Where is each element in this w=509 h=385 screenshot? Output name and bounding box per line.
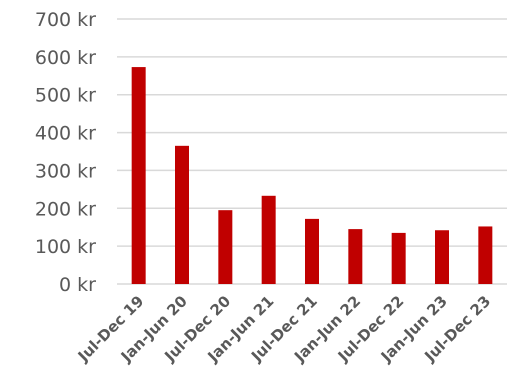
bar <box>261 195 276 284</box>
y-tick-label: 400 kr <box>35 123 96 145</box>
y-tick-label: 700 kr <box>35 9 96 31</box>
y-tick-label: 500 kr <box>35 85 96 107</box>
y-tick-label: 200 kr <box>35 198 96 220</box>
bar <box>391 232 406 284</box>
bar <box>218 210 233 284</box>
bar <box>478 226 493 284</box>
bar <box>305 218 319 284</box>
y-tick-label: 600 kr <box>35 47 96 69</box>
bars <box>131 67 493 284</box>
y-tick-label: 100 kr <box>35 236 96 258</box>
bar <box>175 145 189 284</box>
y-tick-label: 0 kr <box>59 274 96 296</box>
y-tick-label: 300 kr <box>35 160 96 182</box>
y-axis-tick-labels: 0 kr 100 kr 200 kr 300 kr 400 kr 500 kr 600 kr… <box>35 9 96 296</box>
bar <box>131 67 146 284</box>
bar <box>348 229 363 284</box>
bar <box>435 230 449 284</box>
